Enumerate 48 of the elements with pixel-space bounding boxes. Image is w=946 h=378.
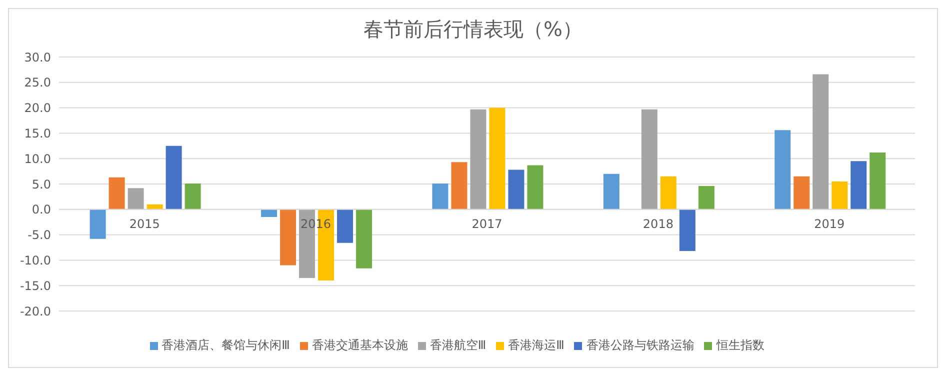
legend-label: 香港航空Ⅲ <box>430 338 486 352</box>
legend-label: 香港海运Ⅲ <box>508 338 564 352</box>
x-tick-label: 2015 <box>129 217 160 231</box>
x-tick-label: 2019 <box>814 217 845 231</box>
legend-label: 香港酒店、餐馆与休闲Ⅲ <box>162 338 290 352</box>
y-tick-label: 25.0 <box>24 76 51 90</box>
bar <box>641 109 658 210</box>
bar <box>774 130 791 210</box>
bar <box>337 209 354 243</box>
bar <box>432 183 448 210</box>
y-tick-label: 15.0 <box>24 126 51 140</box>
bar <box>794 176 810 210</box>
bar <box>870 152 886 210</box>
y-tick-label: -10.0 <box>20 253 51 268</box>
bar <box>603 174 620 210</box>
bar <box>280 209 296 266</box>
bar <box>660 176 676 210</box>
bar <box>508 170 524 210</box>
y-tick-label: -5.0 <box>28 228 51 242</box>
legend-label: 香港公路与铁路运输 <box>586 338 694 352</box>
bar <box>108 177 125 210</box>
bar <box>812 74 829 210</box>
bar <box>489 108 506 210</box>
x-tick-label: 2017 <box>472 217 502 231</box>
y-tick-label: 20.0 <box>24 101 51 116</box>
bar <box>470 109 486 210</box>
bar <box>451 162 468 210</box>
bar <box>527 165 544 210</box>
legend-label: 恒生指数 <box>716 338 764 352</box>
bar <box>679 209 696 252</box>
y-tick-label: 5.0 <box>32 177 51 192</box>
bar <box>356 209 372 268</box>
y-tick-label: -15.0 <box>20 278 51 293</box>
bar <box>90 209 106 239</box>
y-tick-label: 0.0 <box>32 202 51 217</box>
bar <box>832 181 848 210</box>
y-tick-label: -20.0 <box>20 304 51 318</box>
bar <box>850 161 867 210</box>
chart-title: 春节前后行情表现（%） <box>362 16 584 43</box>
bar <box>128 188 144 210</box>
y-tick-label: 10.0 <box>24 152 51 166</box>
bar <box>261 209 278 218</box>
bar <box>184 183 201 210</box>
y-tick-label: 30.0 <box>24 50 51 64</box>
legend-label: 香港交通基本设施 <box>312 338 408 352</box>
x-tick-label: 2018 <box>642 217 674 231</box>
bar <box>698 186 714 210</box>
bar <box>166 146 182 210</box>
